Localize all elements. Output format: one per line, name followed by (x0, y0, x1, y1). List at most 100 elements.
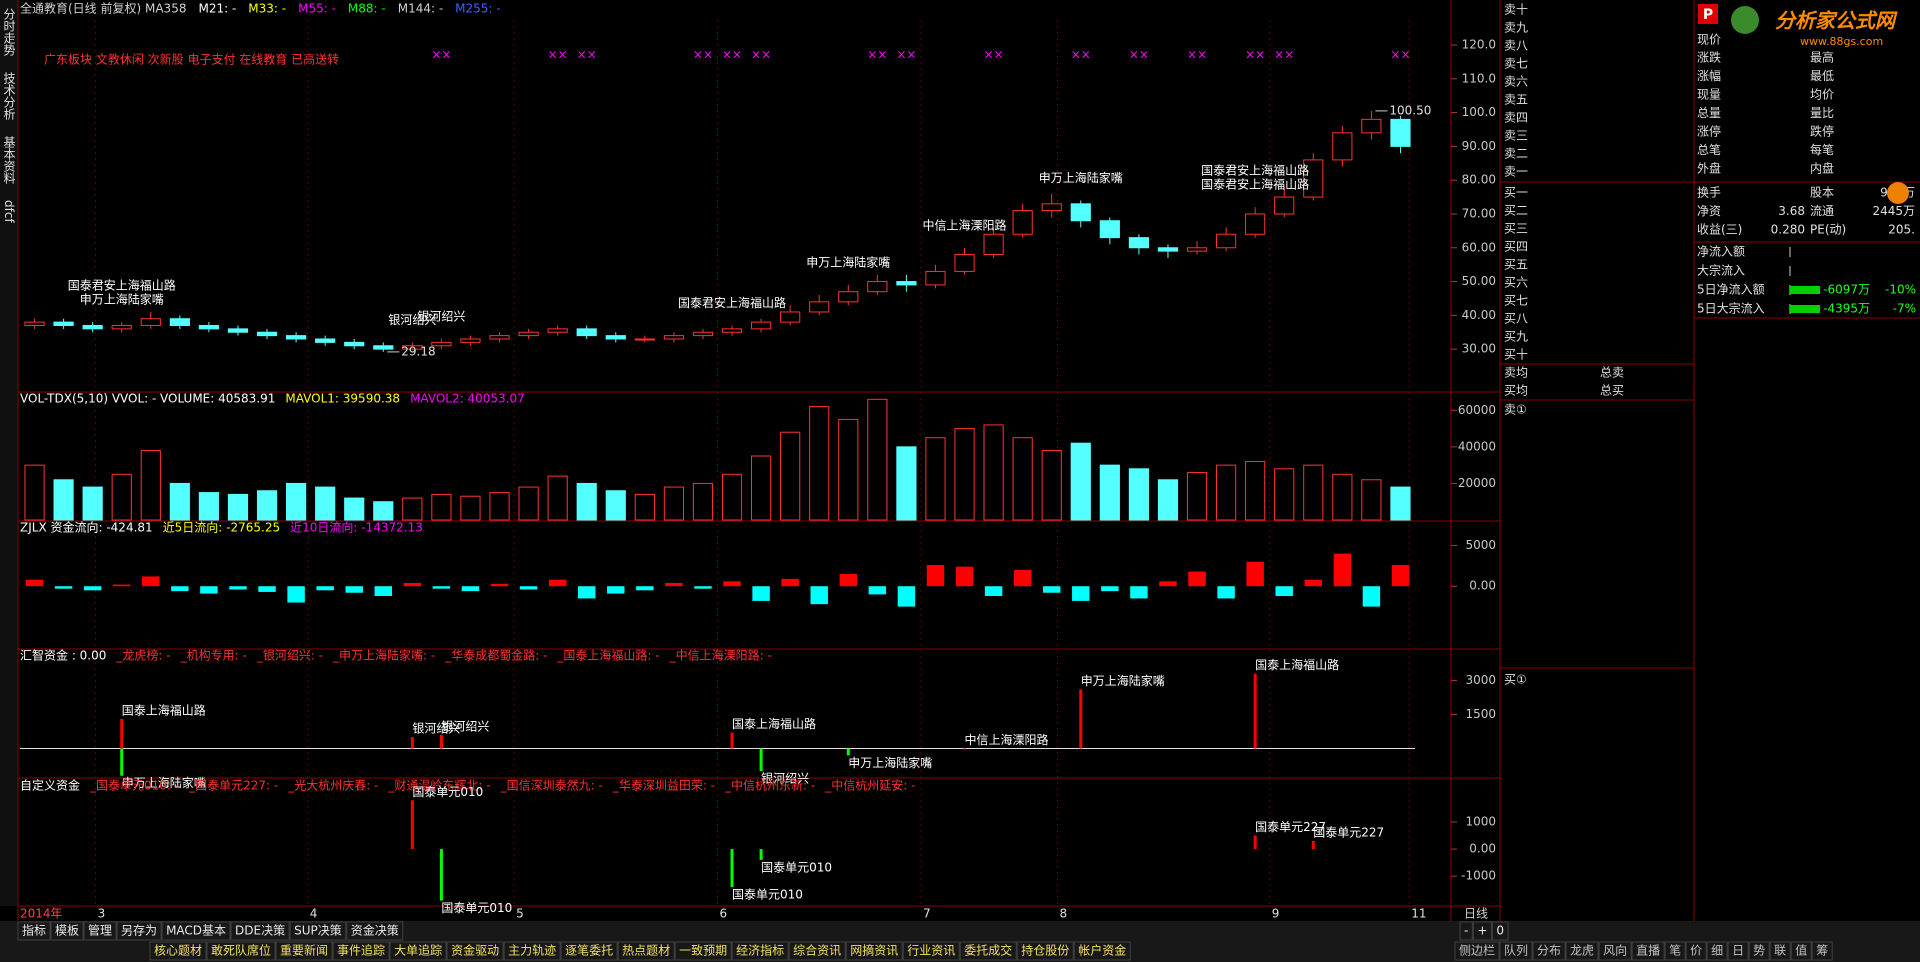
date-label: 4 (310, 907, 318, 921)
candle-body (1216, 233, 1237, 249)
y-tick-label: 40000 (1458, 439, 1496, 453)
tab-border (161, 921, 231, 941)
candle-body (198, 324, 219, 330)
quote-label: 内盘 (1810, 161, 1834, 176)
volume-bar (169, 482, 190, 521)
tab[interactable]: 风向 (1603, 943, 1627, 958)
tab-border (1790, 941, 1812, 961)
tab[interactable]: 直播 (1636, 944, 1660, 958)
legend-item: _中信上海溧阳路: - (669, 648, 772, 663)
tab[interactable]: 委托成交 (964, 943, 1012, 958)
tab[interactable]: 帐户资金 (1078, 943, 1126, 958)
tab[interactable]: - (1464, 924, 1468, 938)
candle-body (1012, 210, 1033, 235)
tab[interactable]: 资金驱动 (451, 943, 499, 958)
tab[interactable]: SUP决策 (294, 924, 342, 938)
y-tick-label: 70.00 (1462, 206, 1496, 220)
volume-bar (838, 418, 859, 521)
signal-mark: ×× (577, 48, 597, 62)
volume-bar (1128, 468, 1149, 521)
quote-label: 最低 (1810, 69, 1834, 83)
quote-label: 涨幅 (1697, 68, 1721, 83)
tab[interactable]: 重要新闻 (280, 943, 328, 958)
tab[interactable]: 队列 (1504, 943, 1528, 958)
notice: 广东板块 文教休闲 次新股 电子支付 在线教育 已高送转 (44, 52, 339, 67)
tab[interactable]: 龙虎 (1570, 944, 1594, 958)
candle-body (1303, 159, 1324, 198)
volume-bar (925, 437, 946, 521)
tab[interactable]: 事件追踪 (337, 943, 385, 958)
y-tick-label: 1000 (1465, 814, 1496, 828)
flow-bar (1217, 586, 1235, 599)
tab[interactable]: 联 (1774, 944, 1786, 958)
volume-bar (663, 486, 684, 521)
tab[interactable]: 分布 (1537, 944, 1561, 958)
tab[interactable]: 资金决策 (351, 923, 399, 938)
candle-body (1274, 196, 1295, 215)
tab[interactable]: 主力轨迹 (508, 944, 556, 958)
event-label: 国泰单元010 (732, 888, 803, 902)
tab[interactable]: 管理 (88, 923, 112, 938)
tab-border (230, 921, 290, 941)
volume-bar (751, 455, 772, 521)
book-label: 总卖 (1600, 366, 1624, 380)
signal-mark: ×× (984, 48, 1004, 62)
tab-border (1459, 921, 1473, 941)
tab[interactable]: 值 (1795, 943, 1807, 958)
tab[interactable]: 0 (1496, 924, 1504, 938)
tab[interactable]: 细 (1711, 944, 1723, 958)
tab[interactable]: 持仓股份 (1021, 943, 1069, 958)
tab[interactable]: 核心题材 (154, 944, 202, 958)
tab[interactable]: 另存为 (121, 924, 157, 938)
tab[interactable]: 日 (1732, 944, 1744, 958)
tab[interactable]: MACD基本 (166, 924, 226, 938)
flow-bar (1391, 565, 1410, 587)
tab-border (149, 941, 207, 961)
ma-label: M21: - (198, 2, 236, 16)
candle-body (1041, 203, 1062, 212)
volume-bar (431, 493, 452, 521)
stat-value: 205. (1888, 223, 1915, 237)
tab[interactable]: 价 (1690, 944, 1702, 958)
tab[interactable]: 模板 (55, 924, 79, 938)
tab[interactable]: 热点题材 (622, 944, 670, 958)
book-label: 卖① (1504, 403, 1527, 417)
candle-body (867, 281, 888, 293)
tab[interactable]: 大单追踪 (394, 943, 442, 958)
panel-title: 自定义资金 (20, 778, 80, 793)
broker-annotation: 申万上海陆家嘴 (806, 254, 890, 269)
tab-border (1499, 941, 1533, 961)
flow-bar (25, 579, 44, 587)
tab[interactable]: + (1477, 924, 1487, 938)
flow-bar (171, 586, 189, 592)
tab[interactable]: 笔 (1669, 943, 1681, 958)
tab[interactable]: 筹 (1816, 944, 1828, 958)
flow-bar (113, 584, 131, 587)
flow-bar (1043, 586, 1061, 593)
volume-bar (82, 486, 103, 521)
flow-value: -6097万 (1823, 283, 1870, 297)
candle-body (1186, 247, 1208, 252)
tab[interactable]: 网摘资讯 (850, 943, 898, 958)
event-label: 中信上海溧阳路 (965, 732, 1049, 747)
tab[interactable]: 综合资讯 (793, 943, 841, 958)
book-label: 总买 (1600, 384, 1624, 398)
volume-bar (780, 431, 801, 521)
tab[interactable]: 敢死队席位 (211, 943, 271, 958)
flow-bar (548, 579, 567, 587)
tab[interactable]: 经济指标 (736, 943, 784, 958)
tab[interactable]: 势 (1753, 944, 1765, 958)
y-tick-label: 20000 (1458, 476, 1496, 490)
tab[interactable]: DDE决策 (235, 924, 285, 938)
order-book-label: 买十 (1504, 348, 1528, 362)
tab[interactable]: 行业资讯 (907, 944, 955, 958)
candle-body (315, 338, 336, 343)
signal-mark: ×× (1390, 48, 1410, 62)
tab[interactable]: 逐笔委托 (565, 943, 613, 958)
tab[interactable]: 一致预期 (679, 944, 727, 958)
y-tick-label: 50.00 (1462, 274, 1496, 288)
tab[interactable]: 侧边栏 (1459, 943, 1495, 958)
flow-bar (1101, 586, 1119, 592)
candle-body (838, 291, 859, 303)
tab[interactable]: 指标 (22, 923, 46, 938)
